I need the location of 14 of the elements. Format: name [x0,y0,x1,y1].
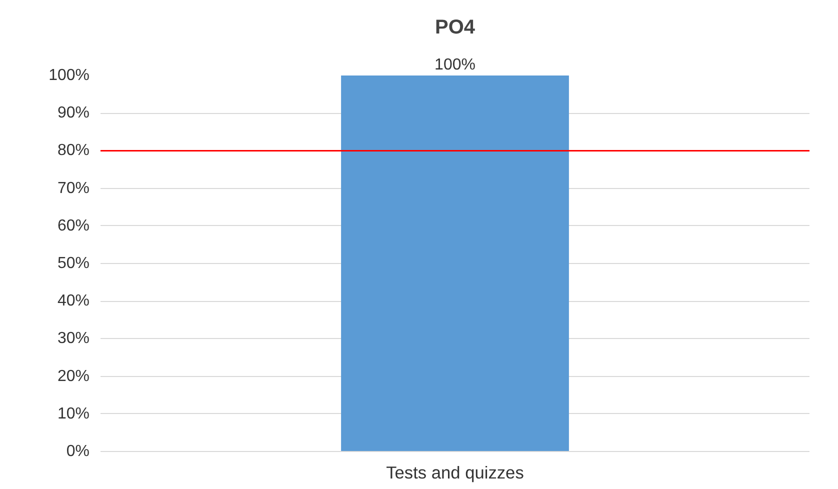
chart-title: PO4 [434,16,476,38]
y-tick-label: 80% [57,142,90,160]
y-tick-label: 0% [66,443,90,460]
y-tick-label: 50% [57,255,90,272]
text: 100% [434,56,476,74]
y-tick-label: 20% [57,368,90,385]
y-tick-label: 10% [57,405,90,422]
y-tick-label: 30% [57,330,90,348]
x-tick-label: Tests and quizzes [386,462,524,482]
y-tick-label: 60% [57,217,90,234]
y-tick-label: 40% [57,292,90,310]
y-tick-label: 70% [57,180,90,197]
y-tick-label: 90% [57,104,90,122]
y-tick-label: 100% [48,67,90,84]
